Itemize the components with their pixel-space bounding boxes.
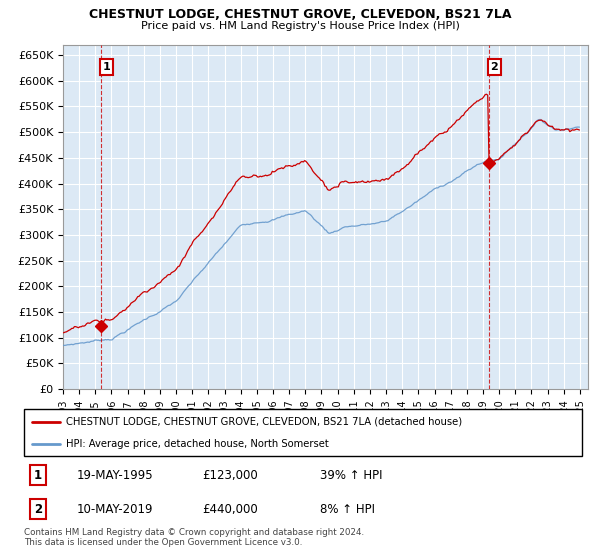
Text: 2: 2 xyxy=(490,62,498,72)
Text: Contains HM Land Registry data © Crown copyright and database right 2024.
This d: Contains HM Land Registry data © Crown c… xyxy=(24,528,364,547)
Text: 1: 1 xyxy=(34,469,42,482)
Text: 1: 1 xyxy=(103,62,110,72)
Text: 8% ↑ HPI: 8% ↑ HPI xyxy=(320,503,375,516)
Text: HPI: Average price, detached house, North Somerset: HPI: Average price, detached house, Nort… xyxy=(66,438,329,449)
Text: 19-MAY-1995: 19-MAY-1995 xyxy=(77,469,154,482)
Text: 2: 2 xyxy=(34,503,42,516)
Text: 10-MAY-2019: 10-MAY-2019 xyxy=(77,503,154,516)
Text: CHESTNUT LODGE, CHESTNUT GROVE, CLEVEDON, BS21 7LA: CHESTNUT LODGE, CHESTNUT GROVE, CLEVEDON… xyxy=(89,8,511,21)
Text: 39% ↑ HPI: 39% ↑ HPI xyxy=(320,469,382,482)
Text: £440,000: £440,000 xyxy=(203,503,259,516)
Text: £123,000: £123,000 xyxy=(203,469,259,482)
Text: Price paid vs. HM Land Registry's House Price Index (HPI): Price paid vs. HM Land Registry's House … xyxy=(140,21,460,31)
Text: CHESTNUT LODGE, CHESTNUT GROVE, CLEVEDON, BS21 7LA (detached house): CHESTNUT LODGE, CHESTNUT GROVE, CLEVEDON… xyxy=(66,417,462,427)
